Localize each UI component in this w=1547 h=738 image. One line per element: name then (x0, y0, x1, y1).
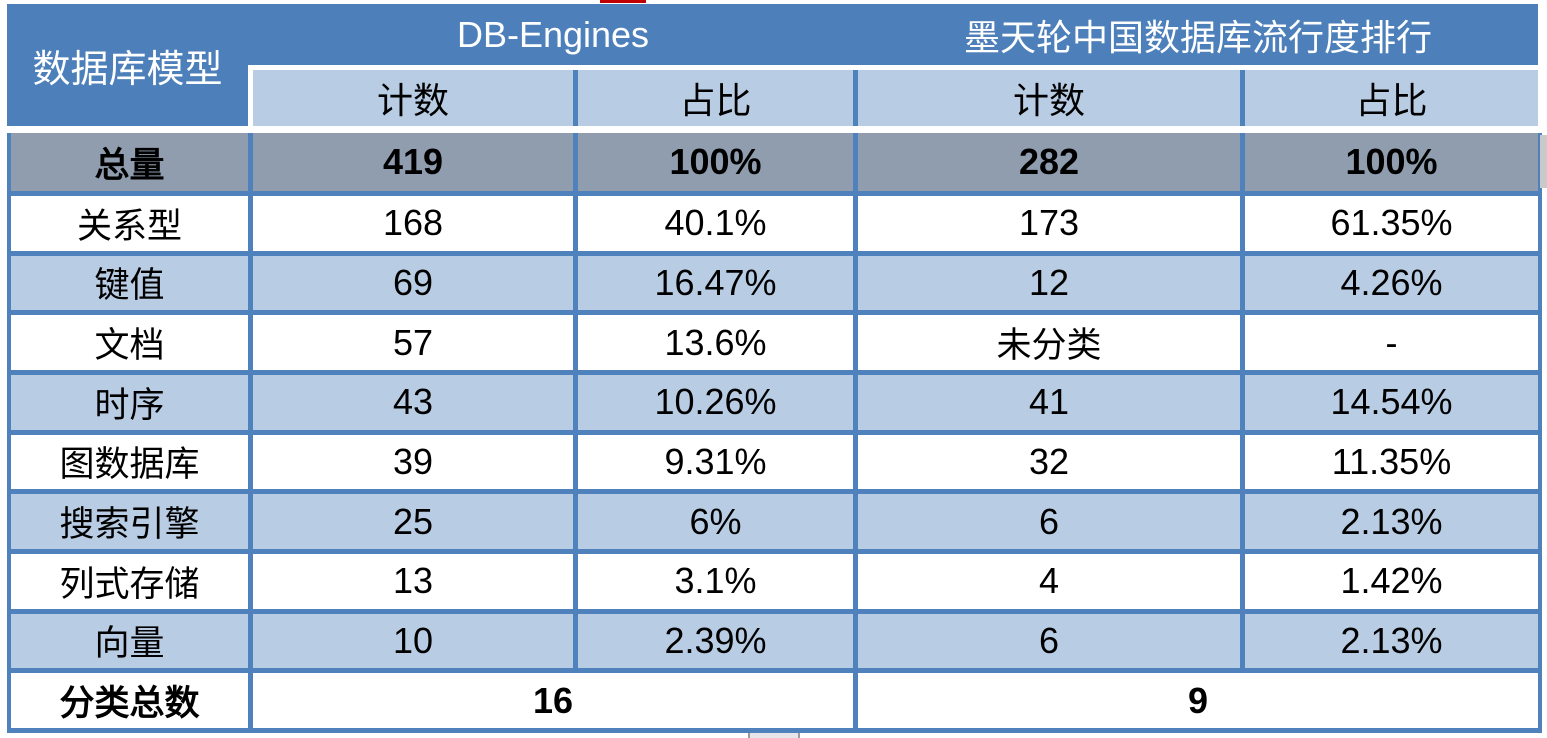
group-header-db-engines: DB-Engines (456, 13, 650, 55)
sub-header-modb-share: 占比 (1245, 70, 1538, 126)
cell-value: 419 (253, 133, 573, 191)
cell-value: 6% (578, 494, 853, 549)
row-label: 键值 (11, 255, 248, 311)
cell-value: 1.42% (1245, 554, 1538, 609)
cell-value: 6 (858, 613, 1240, 669)
row-label: 文档 (11, 315, 248, 370)
cell-value: 13.6% (578, 315, 853, 370)
cell-value: - (1245, 315, 1538, 370)
artifact-red-line (600, 0, 646, 3)
cell-value: 32 (858, 434, 1240, 490)
cell-value: 未分类 (858, 315, 1240, 370)
sub-header-dbengines-share: 占比 (578, 70, 853, 126)
cell-value: 69 (253, 255, 573, 311)
sub-header-row: 计数 占比 计数 占比 (253, 70, 1538, 126)
cell-value: 3.1% (578, 554, 853, 609)
cell-value: 13 (253, 554, 573, 609)
table-body: 总量 419 100% 282 100% 关系型 168 40.1% 173 6… (7, 133, 1542, 733)
row-label: 关系型 (11, 196, 248, 251)
cell-value: 2.39% (578, 613, 853, 669)
cell-value: 61.35% (1245, 196, 1538, 251)
cell-footer-right-total: 9 (858, 673, 1538, 728)
cell-value: 39 (253, 434, 573, 490)
corner-header-database-model: 数据库模型 (7, 4, 248, 126)
cell-value: 2.13% (1245, 494, 1538, 549)
cell-value: 25 (253, 494, 573, 549)
cell-value: 41 (858, 375, 1240, 430)
artifact-bottom-gray-bar (748, 733, 800, 738)
cell-value: 16.47% (578, 255, 853, 311)
row-label: 总量 (11, 133, 248, 191)
cell-value: 4.26% (1245, 255, 1538, 311)
cell-value: 100% (1245, 133, 1538, 191)
cell-value: 40.1% (578, 196, 853, 251)
row-label: 分类总数 (11, 673, 248, 728)
cell-value: 4 (858, 554, 1240, 609)
cell-value: 173 (858, 196, 1240, 251)
row-label: 向量 (11, 613, 248, 669)
cell-value: 282 (858, 133, 1240, 191)
cell-value: 10.26% (578, 375, 853, 430)
cell-value: 10 (253, 613, 573, 669)
cell-footer-left-total: 16 (253, 673, 853, 728)
cell-value: 168 (253, 196, 573, 251)
row-label: 时序 (11, 375, 248, 430)
row-label: 搜索引擎 (11, 494, 248, 549)
cell-value: 43 (253, 375, 573, 430)
row-label: 图数据库 (11, 434, 248, 490)
cell-value: 2.13% (1245, 613, 1538, 669)
group-header-modb-ranking: 墨天轮中国数据库流行度排行 (963, 17, 1432, 58)
cell-value: 12 (858, 255, 1240, 311)
row-label: 列式存储 (11, 554, 248, 609)
cell-value: 6 (858, 494, 1240, 549)
artifact-right-gray-block (1540, 135, 1547, 188)
cell-value: 14.54% (1245, 375, 1538, 430)
cell-value: 57 (253, 315, 573, 370)
table-header-band: DB-Engines 墨天轮中国数据库流行度排行 (7, 4, 1538, 65)
cell-value: 11.35% (1245, 434, 1538, 490)
cell-value: 100% (578, 133, 853, 191)
sub-header-dbengines-count: 计数 (253, 70, 573, 126)
sub-header-modb-count: 计数 (858, 70, 1240, 126)
cell-value: 9.31% (578, 434, 853, 490)
